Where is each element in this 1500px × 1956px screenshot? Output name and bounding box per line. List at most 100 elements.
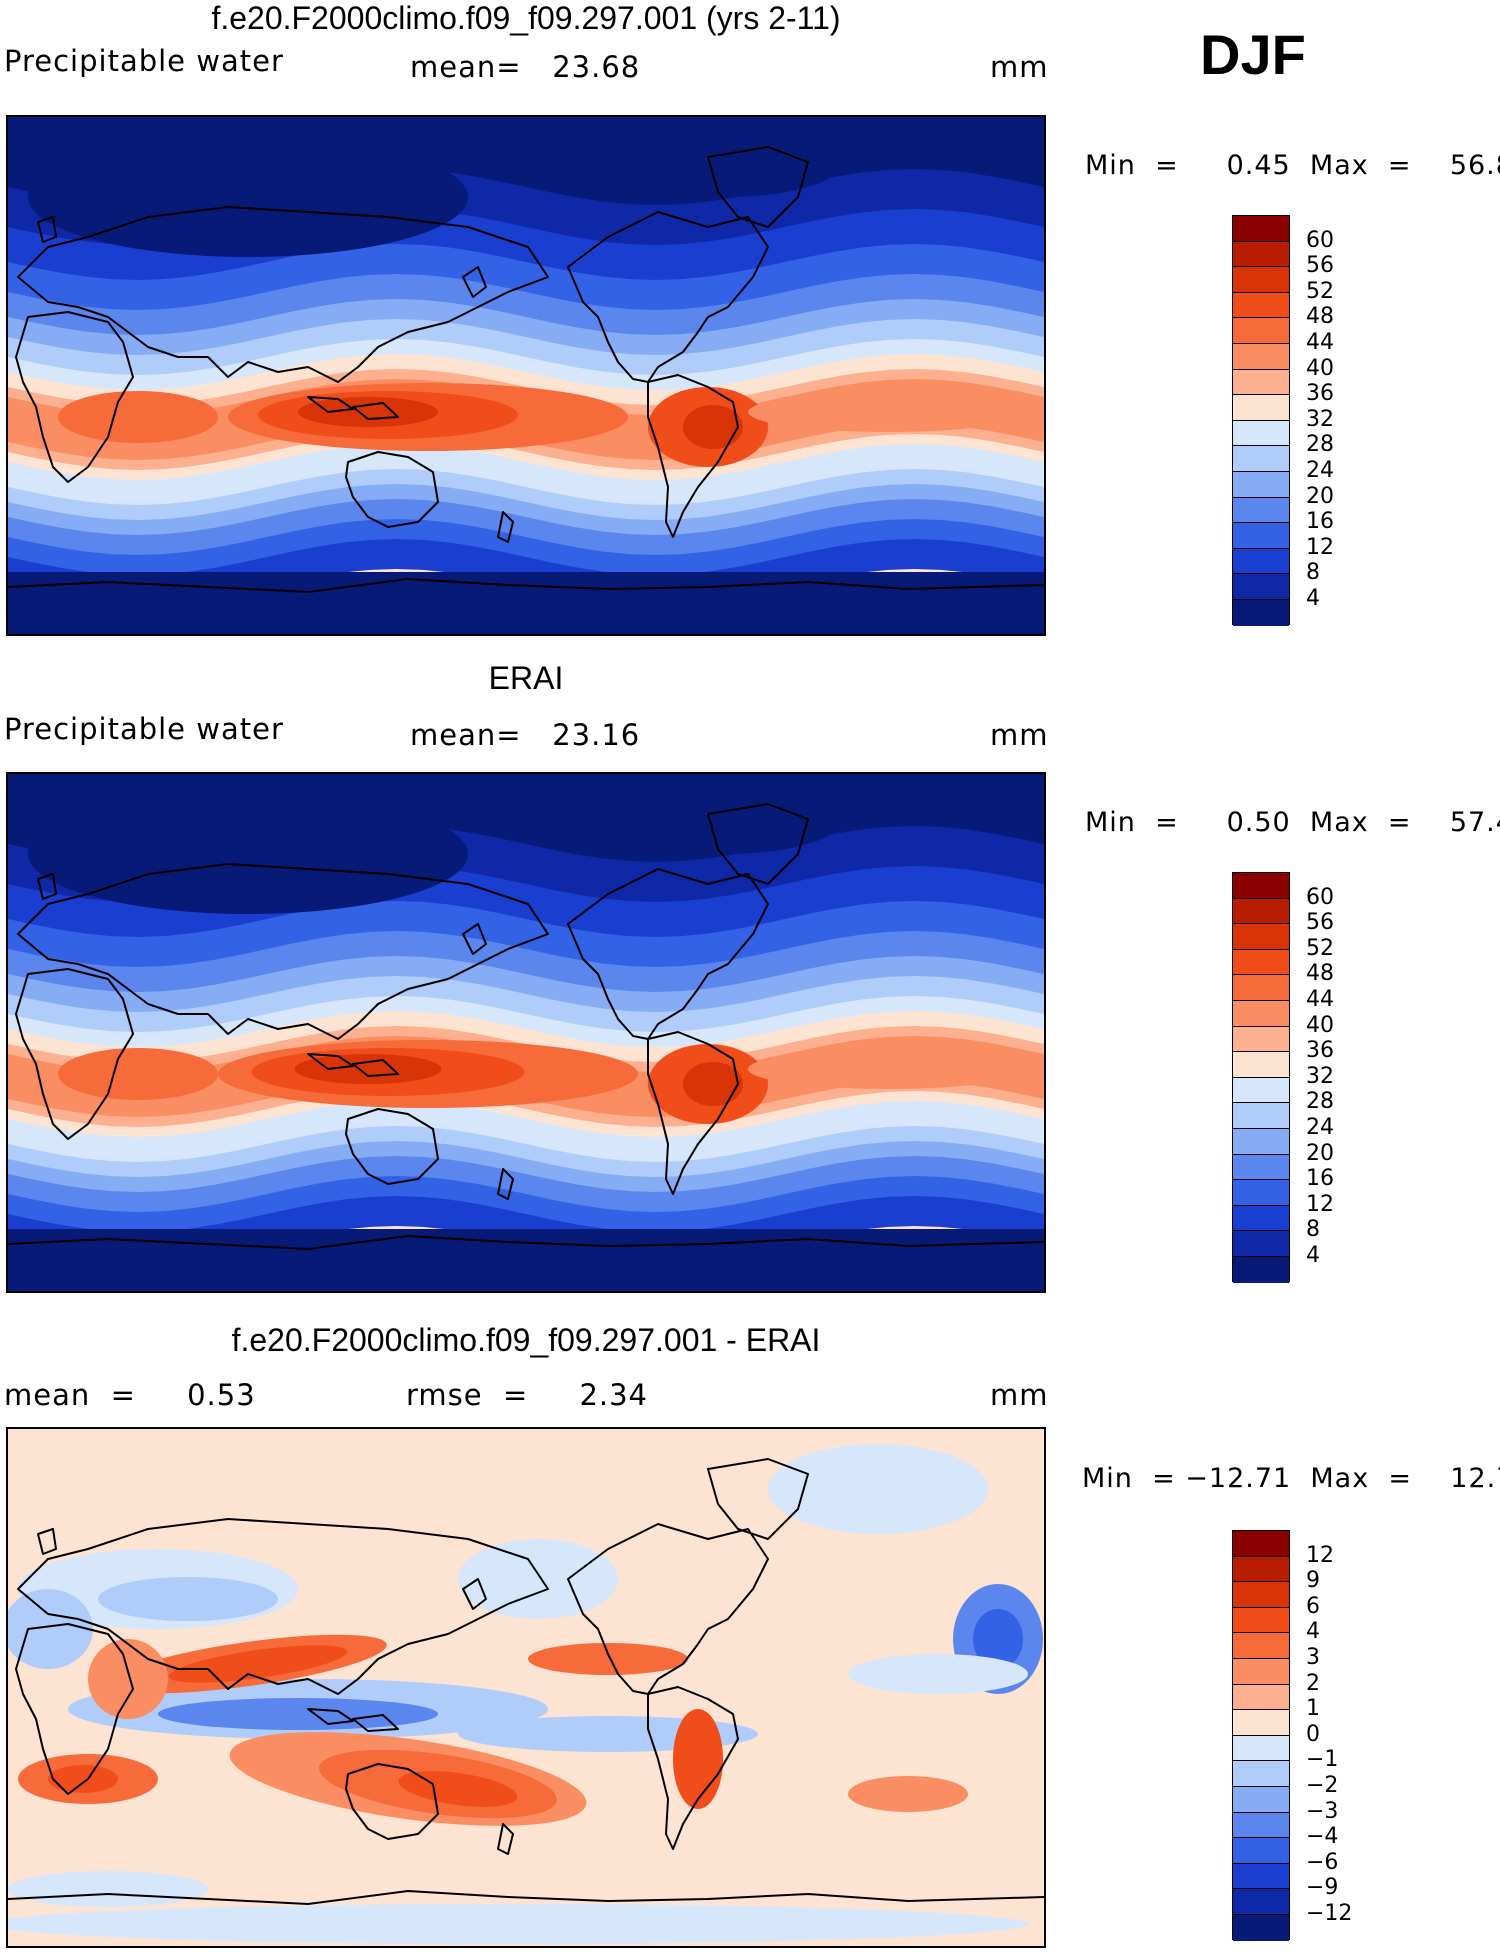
coastline [37,873,57,900]
colorbar-swatch [1233,873,1289,899]
colorbar-tick-label: 0 [1306,1721,1320,1747]
colorbar-swatch [1233,1180,1289,1206]
field-warm-pool [58,1048,218,1100]
coastline [497,1168,514,1200]
units-label-obs: mm [990,718,1049,752]
colorbar-swatch [1233,1154,1289,1181]
coastline [462,1578,487,1610]
colorbar-swatch [1233,1812,1289,1839]
colorbar-tick-label: −2 [1306,1773,1339,1798]
colorbar-tick-label: 16 [1306,1166,1334,1192]
field-warm-pool [298,397,438,427]
field-negative [848,1654,1028,1694]
colorbar-swatch [1233,1889,1289,1915]
coastline [345,1763,439,1840]
colorbar-swatch [1233,369,1289,396]
colorbar-tick-label: 4 [1306,586,1320,611]
colorbar-tick-label: 8 [1306,560,1320,586]
coastline [8,1235,1044,1250]
colorbar-tick-label: 8 [1306,1217,1320,1243]
field-positive [88,1639,168,1719]
field-negative [98,1577,278,1621]
minmax-diff: Min = −12.71 Max = 12.75 [1082,1463,1500,1494]
field-negative [8,1589,93,1669]
coastline [17,1518,549,1695]
panel-title-obs: ERAI [488,660,564,696]
field-warm-pool [683,405,743,449]
colorbar-swatch [1233,898,1289,925]
colorbar-tick-label: 12 [1306,1542,1334,1568]
colorbar-tick-label: 36 [1306,1038,1334,1064]
colorbar-swatch [1233,1582,1289,1608]
colorbar-swatch [1233,497,1289,524]
colorbar-swatch [1233,949,1289,976]
colorbar-tick-label: 44 [1306,330,1334,355]
field-warm-pool [683,1062,743,1106]
colorbar-tick-label: 9 [1306,1568,1320,1594]
panel-title-model: f.e20.F2000climo.f09_f09.297.001 (yrs 2-… [211,0,841,36]
colorbar-swatch [1233,1838,1289,1864]
variable-label-model: Precipitable water [4,44,284,78]
coastline [307,1708,354,1725]
colorbar-swatch [1233,1205,1289,1232]
coastline [707,146,809,228]
coastline [352,402,399,420]
colorbar-swatch [1233,1863,1289,1890]
coastline [15,311,134,483]
field-band [8,774,1044,809]
colorbar-swatch [1233,1026,1289,1053]
colorbar-swatch [1233,1710,1289,1736]
coastline [497,511,514,543]
field-positive [848,1776,968,1812]
colorbar-tick-label: −9 [1306,1875,1339,1901]
colorbar-tick-label: 24 [1306,1115,1334,1140]
coastline [567,211,769,383]
mean-label-obs: mean= 23.16 [410,718,641,752]
colorbar-tick-label: 56 [1306,910,1334,936]
colorbar-swatch [1233,924,1289,950]
colorbar-tick-label: 20 [1306,1140,1334,1166]
colorbar-tick-label: 48 [1306,304,1334,330]
colorbar-frame [1232,1530,1290,1941]
colorbar-swatch [1233,1735,1289,1762]
coastline [345,451,439,528]
coastline [17,863,549,1040]
field-negative [8,1904,1028,1944]
field-warm-pool [748,1049,1028,1089]
colorbar-tick-label: −4 [1306,1824,1339,1850]
field-negative [8,1871,208,1907]
colorbar-tick-label: 12 [1306,1191,1334,1217]
field-positive [48,1765,118,1793]
coastline [15,1623,134,1795]
colorbar-tick-label: 32 [1306,1063,1334,1089]
units-label-model: mm [990,50,1049,84]
colorbar-tick-label: −12 [1306,1901,1353,1926]
colorbar-swatch [1233,241,1289,268]
colorbar-tick-label: 56 [1306,253,1334,279]
field-negative [768,1444,988,1534]
colorbar-tick-label: 1 [1306,1696,1320,1722]
units-label-diff: mm [990,1378,1049,1412]
coastline [8,578,1044,593]
colorbar-swatch [1233,1052,1289,1078]
field-band [8,1229,1044,1291]
coastline [497,1823,514,1855]
colorbar-frame [1232,872,1290,1283]
colorbar-swatch [1233,1633,1289,1659]
mean-label-model: mean= 23.68 [410,50,641,84]
field-negative [458,1539,618,1619]
colorbar-tick-label: 28 [1306,1089,1334,1115]
coastline [307,1053,354,1070]
colorbar-tick-label: 2 [1306,1670,1320,1696]
coastline [37,216,57,243]
colorbar-tick-label: −3 [1306,1798,1339,1824]
colorbar-swatch [1233,548,1289,575]
colorbar-tick-label: 48 [1306,961,1334,987]
colorbar-swatch [1233,343,1289,370]
colorbar-swatch [1233,1786,1289,1813]
colorbar-swatch [1233,292,1289,319]
colorbar-swatch [1233,1000,1289,1027]
colorbar-frame [1232,215,1290,626]
coastline [345,1108,439,1185]
coastline [647,1686,739,1850]
